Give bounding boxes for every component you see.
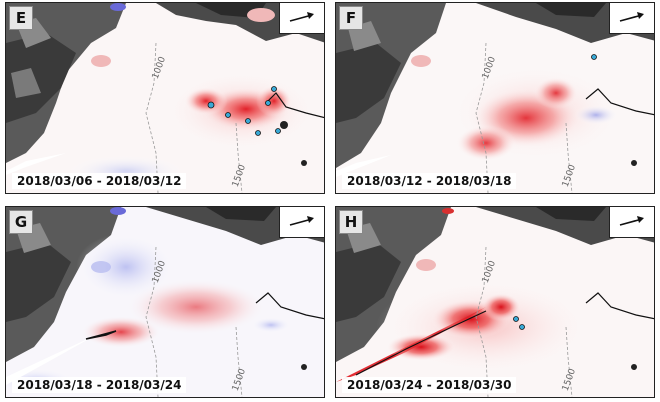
- panel-f: 1000 1500 F 2018/03/12 - 2018/03/18: [335, 2, 655, 194]
- north-arrow-box: [609, 207, 654, 238]
- date-range: 2018/03/12 - 2018/03/18: [342, 173, 517, 189]
- panel-letter: G: [9, 210, 33, 234]
- panel-h: 1000 1500 H 2018/03/24 - 2018/03/30: [335, 206, 655, 398]
- date-range: 2018/03/18 - 2018/03/24: [12, 377, 187, 393]
- map-g: [6, 207, 324, 397]
- direction-arrow-icon: [289, 216, 314, 226]
- direction-arrow-icon: [619, 12, 644, 22]
- map-h: [336, 207, 654, 397]
- date-range: 2018/03/06 - 2018/03/12: [12, 173, 187, 189]
- north-arrow-box: [609, 3, 654, 34]
- panel-e: 1000 1500 E 2018/03/06 - 2018/03/12: [5, 2, 325, 194]
- map-e: [6, 3, 324, 193]
- map-f: [336, 3, 654, 193]
- panel-letter: F: [339, 6, 363, 30]
- panel-letter: E: [9, 6, 33, 30]
- panel-letter: H: [339, 210, 363, 234]
- north-arrow-box: [279, 207, 324, 238]
- direction-arrow-icon: [289, 12, 314, 22]
- date-range: 2018/03/24 - 2018/03/30: [342, 377, 517, 393]
- direction-arrow-icon: [619, 216, 644, 226]
- north-arrow-box: [279, 3, 324, 34]
- panel-g: 1000 1500 G 2018/03/18 - 2018/03/24: [5, 206, 325, 398]
